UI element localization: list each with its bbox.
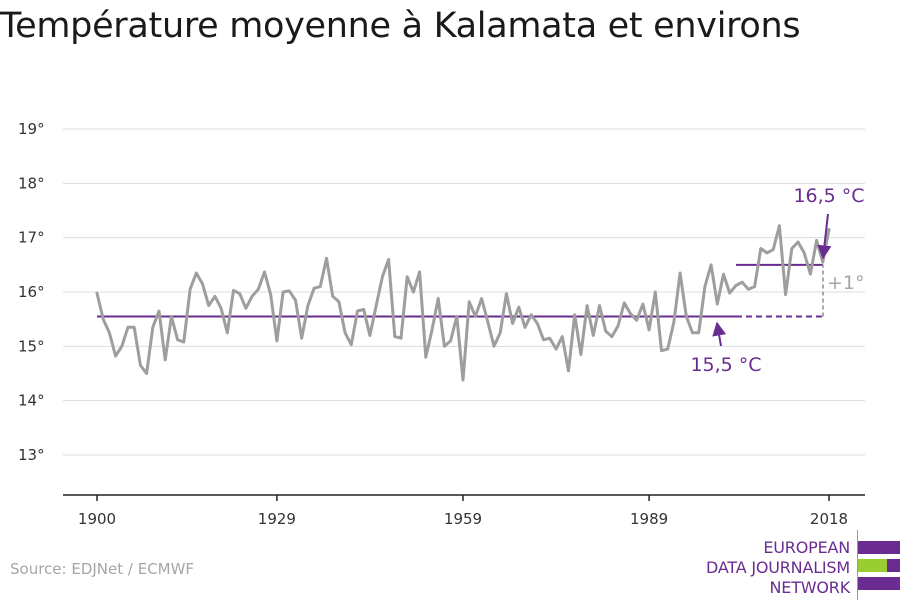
recent-average-arrow <box>817 213 832 260</box>
logo-divider <box>857 530 858 600</box>
y-tick-label-18: 18° <box>18 174 45 192</box>
y-tick-label-16: 16° <box>18 283 45 301</box>
gridlines <box>63 128 865 456</box>
logo-bar-green <box>858 559 887 572</box>
x-tick-label-1929: 1929 <box>258 510 296 528</box>
edjnet-logo: EUROPEAN DATA JOURNALISM NETWORK <box>700 530 900 600</box>
baseline-label: 15,5 °C <box>690 354 761 376</box>
page-title: Température moyenne à Kalamata et enviro… <box>0 6 801 46</box>
recent-average-label: 16,5 °C <box>793 185 864 207</box>
delta-label: +1° <box>827 272 865 294</box>
logo-line-1: EUROPEAN <box>763 538 850 557</box>
x-tick-label-1900: 1900 <box>78 510 116 528</box>
y-axis-labels: 13° 14° 15° 16° 17° 18° 19° <box>18 120 45 464</box>
logo-bar-bottom <box>858 577 900 590</box>
annotation-labels: 15,5 °C 16,5 °C +1° <box>690 185 864 376</box>
baseline-arrow <box>712 321 727 347</box>
x-tick-label-1959: 1959 <box>444 510 482 528</box>
y-tick-label-15: 15° <box>18 337 45 355</box>
x-tick-label-2018: 2018 <box>810 510 848 528</box>
source-note: Source: EDJNet / ECMWF <box>10 560 195 578</box>
logo-wordmark: EUROPEAN DATA JOURNALISM NETWORK <box>706 538 850 598</box>
x-axis: 1900 1929 1959 1989 2018 <box>63 494 865 528</box>
y-tick-label-14: 14° <box>18 392 45 410</box>
x-tick-label-1989: 1989 <box>630 510 668 528</box>
logo-line-3: NETWORK <box>769 578 851 597</box>
temperature-chart: 13° 14° 15° 16° 17° 18° 19° 1900 1929 1959 1989 20… <box>18 120 865 528</box>
y-tick-label-17: 17° <box>18 229 45 247</box>
series-layer <box>95 224 831 382</box>
y-tick-label-19: 19° <box>18 120 45 138</box>
logo-bar-top <box>858 541 900 554</box>
series-line-0 <box>95 224 831 382</box>
y-tick-label-13: 13° <box>18 446 45 464</box>
logo-line-2: DATA JOURNALISM <box>706 558 850 577</box>
